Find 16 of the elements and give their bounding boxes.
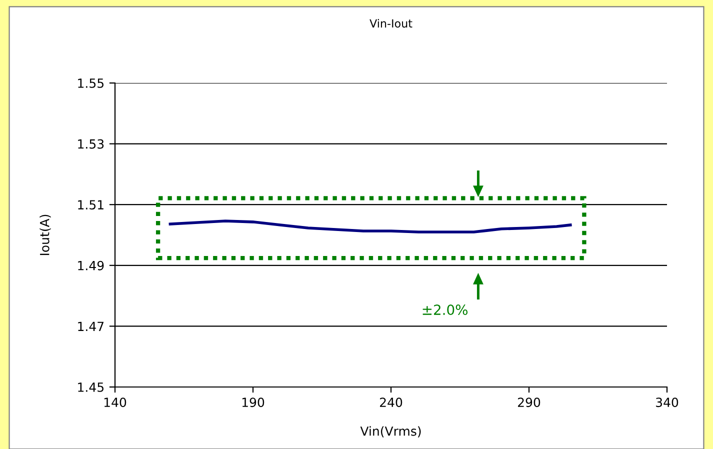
y-axis-title: Iout(A)	[40, 214, 51, 256]
x-tick-label: 340	[656, 398, 678, 408]
x-tick-label: 290	[518, 398, 540, 408]
chart-title: Vin-Iout	[370, 19, 412, 28]
y-tick-label: 1.51	[78, 200, 104, 210]
x-axis-title: Vin(Vrms)	[360, 426, 421, 438]
x-tick-label: 240	[380, 398, 402, 408]
y-tick-label: 1.55	[78, 78, 104, 88]
y-tick-label: 1.53	[78, 139, 104, 149]
y-tick-label: 1.47	[78, 322, 104, 331]
y-tick-label: 1.49	[78, 260, 104, 270]
x-tick-label: 190	[242, 398, 264, 408]
x-tick-label: 140	[104, 398, 126, 408]
annotation: ±2.0%	[422, 304, 468, 316]
y-tick-label: 1.45	[78, 382, 104, 392]
line-series	[168, 220, 572, 234]
